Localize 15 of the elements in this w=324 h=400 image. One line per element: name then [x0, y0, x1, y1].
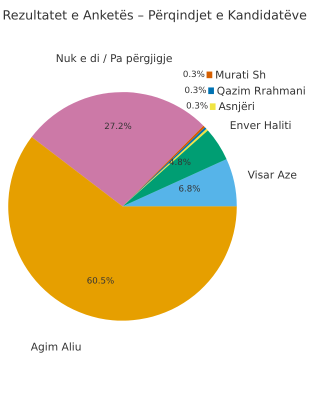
chart-title: Rezultatet e Anketës – Përqindjet e Kandidatëve: [2, 8, 308, 22]
legend-label: Murati Sh: [215, 68, 266, 82]
slice-label: Enver Haliti: [230, 118, 292, 132]
data-label: 0.3%: [182, 70, 205, 80]
data-label: 0.3%: [186, 102, 208, 112]
data-label: 27.2%: [104, 122, 132, 132]
slice-label: Visar Aze: [248, 168, 297, 182]
data-label: 60.5%: [86, 276, 114, 287]
legend-label: Qazim Rrahmani: [216, 84, 306, 98]
data-label: 0.3%: [184, 86, 207, 96]
slice-label: Agim Aliu: [30, 340, 82, 354]
data-label: 4.8%: [168, 158, 191, 168]
slice-label: Nuk e di / Pa përgjigje: [56, 52, 172, 65]
data-label: 6.8%: [178, 184, 201, 195]
legend-label: Asnjëri: [218, 100, 255, 114]
